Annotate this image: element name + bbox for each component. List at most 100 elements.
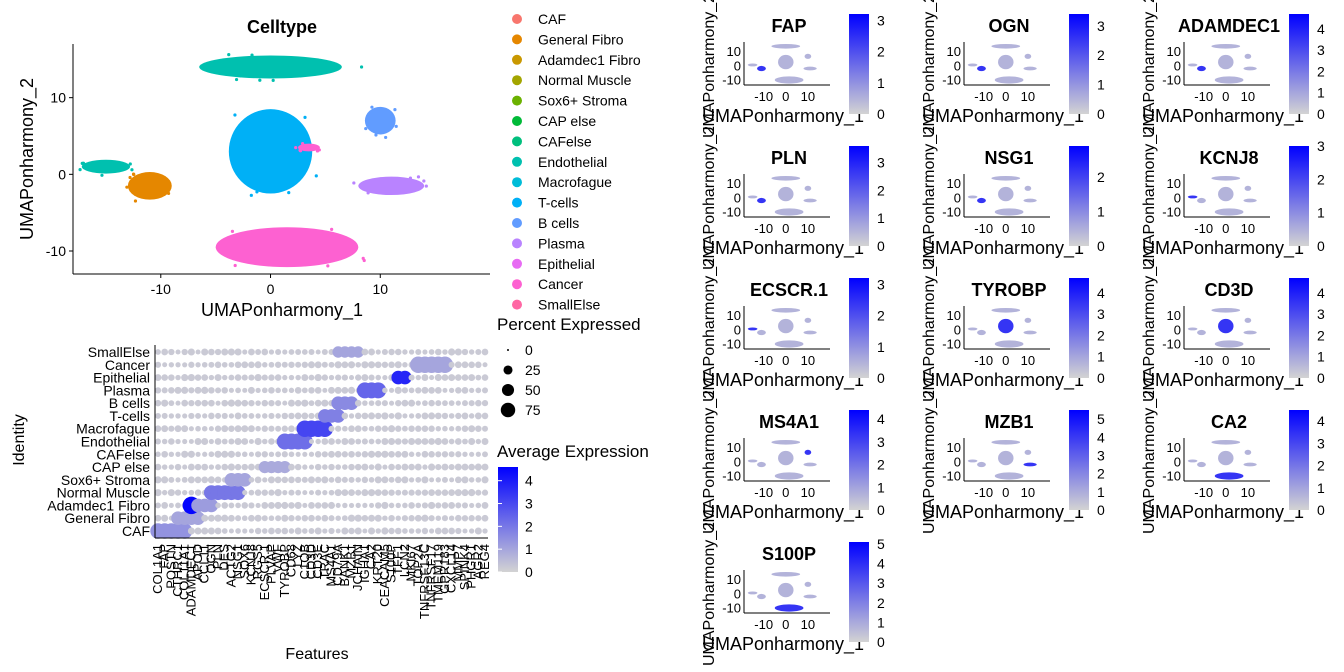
feature-label: ADAMDEC1 [183, 544, 198, 616]
cluster-point [315, 149, 320, 153]
dot-General Fibro-TOP2A [414, 514, 422, 522]
feature-cluster [1197, 461, 1206, 468]
dot-SmallElse-CD3D [308, 348, 315, 356]
feature-x-tick: -10 [754, 617, 773, 632]
feature-colorbar-label: 4 [877, 411, 885, 427]
dot-Endothelial-ADAMDEC1 [188, 438, 194, 445]
feature-label: KRT20 [370, 544, 385, 584]
dot-Adamdec1 Fibro-CD79A [335, 502, 341, 508]
dot-B cells-IGHA1 [362, 400, 368, 406]
feature-label: SPINK4 [457, 544, 472, 590]
dot-CAF-PLN [214, 527, 222, 535]
dot-Normal Muscle-FAP [161, 489, 168, 496]
dot-General Fibro-TMEM119 [435, 515, 442, 521]
cluster-point [81, 161, 86, 165]
identity-label: General Fibro [64, 510, 150, 526]
feature-panel-CD3D: CD3D-10 0 10-10010UMAPonharmony_1UMAPonhar… [1141, 258, 1325, 402]
dot-T-cells-CCL11 [202, 413, 208, 419]
feature-colorbar [1289, 14, 1309, 114]
dot-Endothelial-MMP7 [454, 438, 462, 445]
feature-cluster [1218, 450, 1234, 466]
dot-General Fibro-PLN [214, 514, 222, 522]
dot-Macrofague-PHGR1 [468, 425, 476, 433]
dot-Sox6+ Stroma-TRAC [321, 476, 329, 484]
legend-label: CAP else [538, 113, 596, 129]
dot-Macrofague-ADAMDEC1 [188, 426, 194, 432]
feature-colorbar-label: 2 [1097, 327, 1105, 343]
feature-x-tick: 0 [782, 353, 789, 368]
dot-Macrofague-TRAC [316, 420, 334, 437]
dot-Epithelial-FAP [161, 374, 168, 381]
dot-Plasma-KRT20 [370, 382, 387, 399]
dot-CAP else-MS4A1 [328, 463, 335, 471]
dot-Normal Muscle-SPINK4 [461, 489, 469, 497]
feature-y-tick: -10 [942, 337, 961, 352]
feature-x-tick: 0 [1002, 485, 1009, 500]
dot-General Fibro-NSG1 [235, 515, 242, 522]
dot-CAFelse-BANK1 [341, 451, 348, 458]
dot-General Fibro-SOX6 [241, 515, 248, 522]
feature-cluster [1218, 318, 1234, 334]
legend-swatch [512, 299, 522, 310]
feature-label: PHGR1 [464, 544, 479, 589]
dot-Sox6+ Stroma-FAP [161, 476, 169, 484]
dot-Macrofague-CCL11 [201, 425, 208, 432]
dot-CAF-CD3D [308, 528, 315, 534]
legend-label: T-cells [538, 195, 578, 211]
percent-legend-label: 50 [525, 382, 541, 398]
dot-Adamdec1 Fibro-SPINK4 [461, 502, 469, 509]
feature-cluster [774, 604, 804, 612]
dot-CAP else-COL11A1 [182, 464, 188, 470]
cluster-point [424, 184, 428, 188]
feature-cluster [1243, 462, 1257, 467]
dot-Epithelial-CD3E [314, 373, 322, 382]
dotplot-feature-labels: COL1A1FAPPOSTNCTHRC1COL11A1ADAMDEC1APODC… [150, 544, 492, 619]
feature-cluster [1197, 329, 1206, 336]
dot-T-cells-SPINK4 [461, 412, 469, 420]
feature-x-tick: 0 [1222, 353, 1229, 368]
feature-colorbar-label: 4 [1097, 429, 1105, 445]
feature-label: COL11A1 [177, 544, 192, 600]
avg-legend-label: 3 [525, 496, 533, 512]
dot-CAFelse-CD68 [288, 451, 295, 458]
feature-label: GPR183 [437, 544, 452, 594]
legend-label: B cells [538, 215, 579, 231]
cluster-point [250, 53, 254, 57]
dot-Plasma-C1QB [301, 387, 308, 394]
feature-colorbar-label: 4 [1097, 285, 1105, 301]
feature-colorbar-label: 2 [877, 595, 885, 611]
identity-label: Endothelial [81, 434, 150, 450]
dot-CAFelse-TRAC [321, 451, 328, 458]
dot-Sox6+ Stroma-MKI67 [408, 477, 415, 483]
dot-Epithelial-CXCL14 [448, 374, 456, 382]
dot-T-cells-CD68 [288, 412, 295, 420]
feature-cluster [1243, 198, 1257, 203]
feature-panel-KCNJ8: KCNJ8-10 0 10-10010UMAPonharmony_1UMAPonha… [1141, 126, 1325, 270]
feature-cluster [1211, 176, 1241, 181]
dot-Normal Muscle-NSG1 [230, 485, 246, 501]
dot-Adamdec1 Fibro-KCNJ8 [248, 502, 255, 509]
dot-Endothelial-KRT20 [375, 438, 382, 445]
dot-CAFelse-ECSCR.1 [261, 451, 268, 458]
legend-label: CAF [538, 11, 566, 27]
dot-Adamdec1 Fibro-PLN [215, 502, 221, 509]
dot-CAF-CXCL14 [448, 527, 455, 535]
dot-CAFelse-AGR2 [475, 451, 481, 457]
feature-panel-MZB1: MZB1-10 0 10-10010UMAPonharmony_1UMAPonhar… [921, 390, 1105, 534]
feature-cluster [804, 581, 812, 587]
dot-CAF-NSG1 [235, 528, 241, 534]
feature-colorbar [1289, 146, 1309, 246]
cluster-point [128, 162, 132, 166]
dot-CAF-ACTG2 [228, 528, 234, 534]
feature-x-tick: 10 [1021, 485, 1035, 500]
cluster-Fibro-mix [127, 172, 172, 200]
cluster-point [133, 199, 138, 203]
legend-swatch [512, 279, 522, 290]
dot-Cancer-CEACAM5 [381, 361, 389, 368]
dot-Adamdec1 Fibro-MKI67 [408, 502, 415, 509]
feature-colorbar-label: 3 [1097, 447, 1105, 463]
dot-Macrofague-AGR2 [475, 425, 482, 432]
dot-Adamdec1 Fibro-TNFRSF17 [428, 501, 436, 510]
feature-x-tick: -10 [754, 221, 773, 236]
feature-x-tick: 0 [782, 89, 789, 104]
